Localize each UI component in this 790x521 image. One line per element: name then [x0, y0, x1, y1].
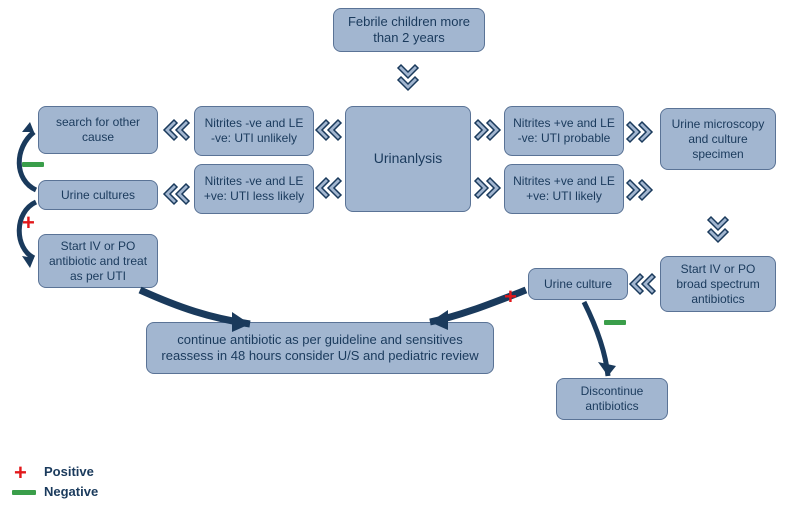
node-start-iv-right: Start IV or PO broad spectrum antibiotic… — [660, 256, 776, 312]
plus-icon: + — [504, 284, 517, 310]
node-microscopy: Urine microscopy and culture specimen — [660, 108, 776, 170]
node-urine-culture-right: Urine culture — [528, 268, 628, 300]
legend-negative-label: Negative — [44, 484, 98, 499]
minus-icon — [22, 162, 44, 167]
node-start: Febrile children more than 2 years — [333, 8, 485, 52]
node-search-cause: search for other cause — [38, 106, 158, 154]
node-nit-neg-le-neg: Nitrites -ve and LE -ve: UTI unlikely — [194, 106, 314, 156]
legend-plus-icon: + — [14, 460, 27, 486]
node-urinalysis: Urinanlysis — [345, 106, 471, 212]
node-discontinue: Discontinue antibiotics — [556, 378, 668, 420]
node-nit-pos-le-neg: Nitrites +ve and LE -ve: UTI probable — [504, 106, 624, 156]
node-nit-pos-le-pos: Nitrites +ve and LE +ve: UTI likely — [504, 164, 624, 214]
node-start-iv-left: Start IV or PO antibiotic and treat as p… — [38, 234, 158, 288]
legend-minus-icon — [12, 490, 36, 495]
minus-icon — [604, 320, 626, 325]
node-nit-neg-le-pos: Nitrites -ve and LE +ve: UTI less likely — [194, 164, 314, 214]
legend-positive-label: Positive — [44, 464, 94, 479]
node-urine-cultures-left: Urine cultures — [38, 180, 158, 210]
node-continue: continue antibiotic as per guideline and… — [146, 322, 494, 374]
plus-icon: + — [22, 210, 35, 236]
